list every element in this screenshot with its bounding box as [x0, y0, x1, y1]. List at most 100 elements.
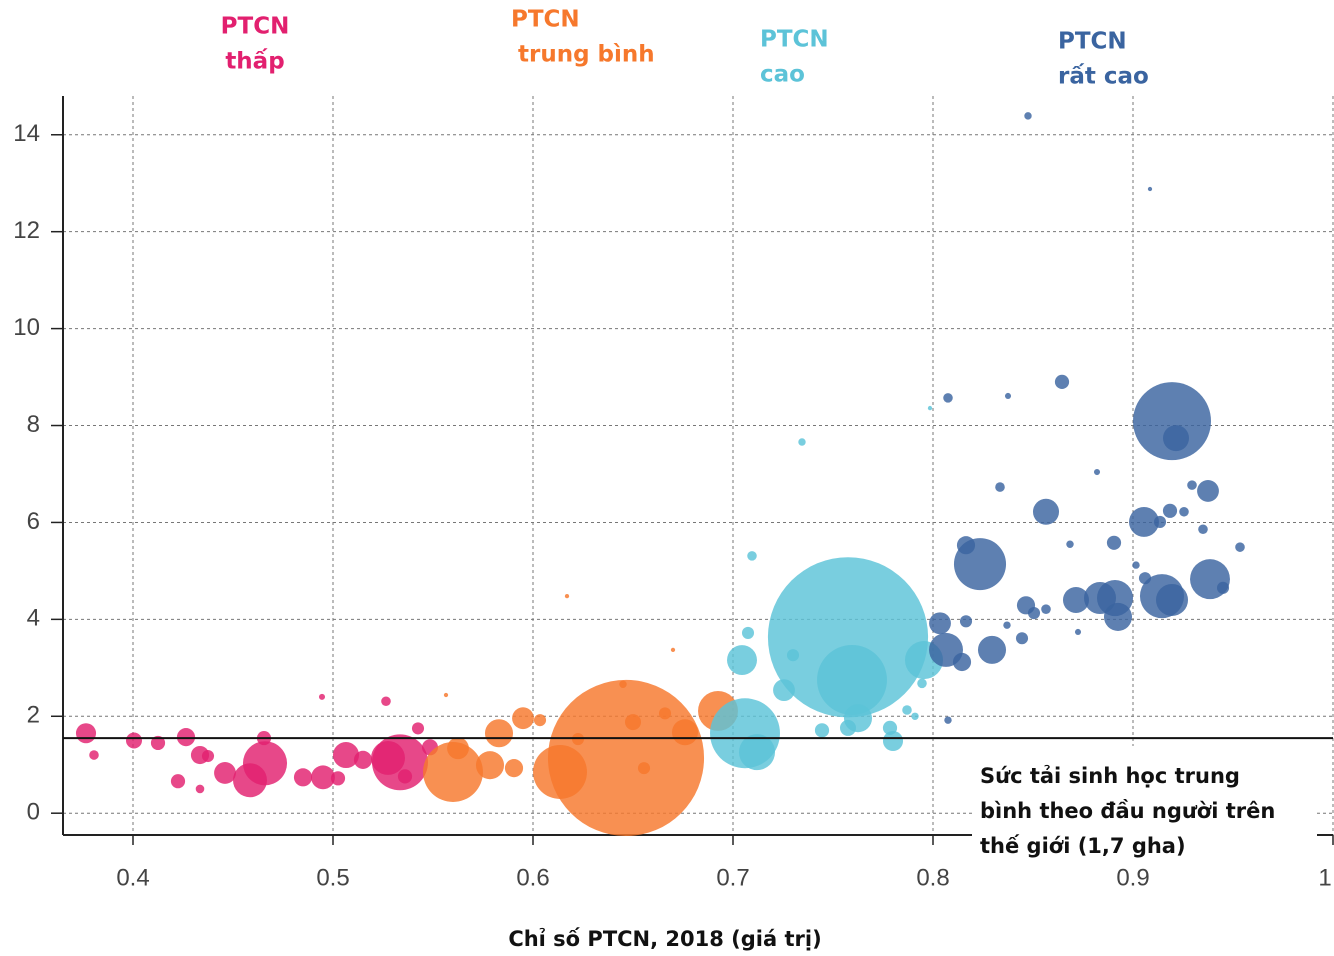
bubble — [1027, 607, 1041, 620]
bubble — [624, 714, 642, 731]
bubble — [214, 762, 236, 784]
bubble — [1162, 425, 1190, 452]
bubble — [1066, 540, 1074, 548]
x-tick-label: 0.5 — [316, 864, 349, 891]
bubble — [1129, 506, 1159, 537]
bubble — [1187, 480, 1197, 490]
bubble — [671, 719, 699, 746]
bubble — [1093, 469, 1101, 476]
bubble — [911, 712, 919, 720]
bubble — [1147, 186, 1153, 192]
bubble — [1041, 604, 1051, 614]
y-tick-label: 2 — [27, 702, 40, 729]
bubble — [839, 719, 857, 736]
bubble — [952, 652, 972, 672]
x-tick-label: 0.4 — [116, 864, 149, 891]
bubble — [1024, 112, 1032, 120]
bubble — [902, 705, 912, 715]
bubble — [767, 557, 929, 718]
bubble — [741, 626, 755, 639]
bubble — [512, 707, 534, 730]
group-label: thấp — [225, 48, 284, 75]
x-tick-label: 0.6 — [516, 864, 549, 891]
bubble — [658, 707, 672, 720]
bubble — [1062, 586, 1090, 613]
group-label: PTCN — [511, 7, 580, 33]
bubble — [814, 723, 830, 738]
bubble — [1003, 621, 1011, 629]
bubble — [447, 737, 469, 760]
group-label: PTCN — [1058, 29, 1127, 55]
bubble — [1133, 382, 1211, 461]
bubble — [411, 722, 425, 735]
bubble — [423, 742, 483, 802]
bubble — [738, 734, 776, 771]
bubble — [1103, 602, 1133, 631]
group-label: rất cao — [1058, 63, 1149, 90]
bubble — [195, 784, 205, 794]
bubble — [1179, 506, 1189, 517]
x-tick-label: 0.8 — [916, 864, 949, 891]
bubble — [311, 765, 335, 790]
bubble — [1162, 503, 1178, 518]
bubble — [943, 393, 953, 403]
reference-label: thế giới (1,7 gha) — [980, 834, 1186, 858]
group-label: cao — [760, 62, 805, 88]
x-tick-label: 0.9 — [1116, 864, 1149, 891]
bubble — [1074, 628, 1082, 635]
bubble — [381, 696, 391, 707]
bubble — [533, 714, 547, 727]
y-tick-label: 6 — [27, 508, 40, 535]
bubble — [475, 751, 505, 780]
bubble — [944, 716, 952, 724]
bubble — [1155, 583, 1189, 616]
bubble — [1132, 561, 1140, 569]
bubble — [670, 647, 676, 653]
bubble — [1032, 498, 1060, 525]
bubble — [637, 762, 651, 775]
bubble — [125, 732, 143, 749]
bubble — [619, 680, 627, 688]
series — [75, 693, 439, 798]
bubble — [1216, 581, 1230, 594]
x-tick-label: 0.7 — [716, 864, 749, 891]
group-label: PTCN — [760, 27, 829, 53]
bubble — [547, 679, 705, 836]
group-label: trung bình — [518, 42, 655, 68]
bubble — [927, 405, 933, 411]
bubble — [443, 692, 449, 698]
bubble — [727, 645, 757, 676]
bubble — [798, 438, 806, 446]
bubble — [242, 741, 288, 786]
bubble — [953, 538, 1007, 591]
bubble — [318, 693, 326, 700]
bubble — [977, 635, 1007, 664]
bubble — [1106, 535, 1122, 550]
bubble — [330, 771, 346, 786]
series — [710, 405, 944, 771]
bubble — [293, 768, 313, 787]
y-tick-label: 8 — [27, 411, 40, 438]
series — [929, 112, 1245, 724]
bubble — [332, 742, 360, 769]
bubble — [372, 734, 428, 791]
bubble — [917, 678, 927, 689]
bubble — [75, 723, 97, 744]
bubble — [817, 644, 887, 715]
reference-label: bình theo đầu người trên — [980, 799, 1275, 823]
bubble — [150, 735, 166, 751]
y-tick-label: 12 — [13, 217, 40, 244]
y-tick-label: 14 — [13, 120, 40, 147]
bubble — [747, 551, 757, 561]
bubble — [929, 612, 951, 635]
bubble — [1198, 524, 1208, 535]
bubble — [1004, 392, 1012, 399]
bubble — [89, 750, 99, 760]
x-axis-label: Chỉ số PTCN, 2018 (giá trị) — [508, 927, 821, 951]
series — [423, 593, 738, 836]
bubble — [397, 769, 413, 784]
bubble — [201, 749, 215, 763]
bubble — [959, 615, 973, 628]
bubble — [353, 750, 373, 769]
